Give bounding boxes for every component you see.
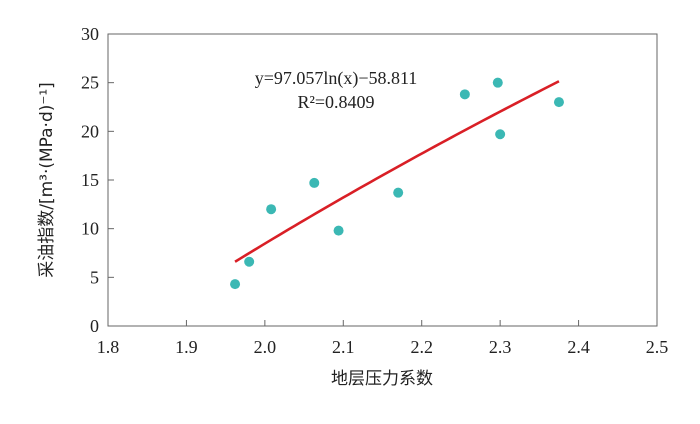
chart-axes: 1.8 1.9 2.0 2.1 2.2 2.3 2.4 2.5 0 5 10 15 20 25 30 [81,24,668,357]
x-tick-label: 2.2 [410,337,433,357]
data-point [333,225,344,236]
y-tick-label: 5 [90,267,99,287]
x-tick-label: 2.0 [254,337,277,357]
data-point [244,256,255,267]
y-tick-label: 30 [81,24,99,44]
y-axis-title: 采油指数/[m³·(MPa·d)⁻¹] [37,82,57,278]
data-point [230,279,241,290]
x-tick-label: 1.8 [97,337,120,357]
trendline-equation: y=97.057ln(x)−58.811 [255,68,418,89]
data-point [309,177,320,188]
y-tick-label: 25 [81,73,99,93]
y-tick-label: 10 [81,219,99,239]
data-point [495,129,506,140]
x-axis-title: 地层压力系数 [331,369,433,389]
y-tick-label: 15 [81,170,99,190]
data-points [230,77,564,290]
data-point [393,187,404,198]
x-tick-label: 2.1 [332,337,355,357]
data-point [553,97,564,108]
x-tick-label: 2.3 [489,337,512,357]
y-tick-label: 0 [90,316,99,336]
data-point [266,204,277,215]
trendline-group [234,80,560,263]
trendline [234,80,560,263]
x-tick-label: 2.5 [646,337,669,357]
x-tick-label: 1.9 [175,337,198,357]
data-point [459,89,470,100]
x-tick-label: 2.4 [567,337,590,357]
y-tick-label: 20 [81,121,99,141]
data-point [492,77,503,88]
trendline-r-squared: R²=0.8409 [297,92,374,112]
